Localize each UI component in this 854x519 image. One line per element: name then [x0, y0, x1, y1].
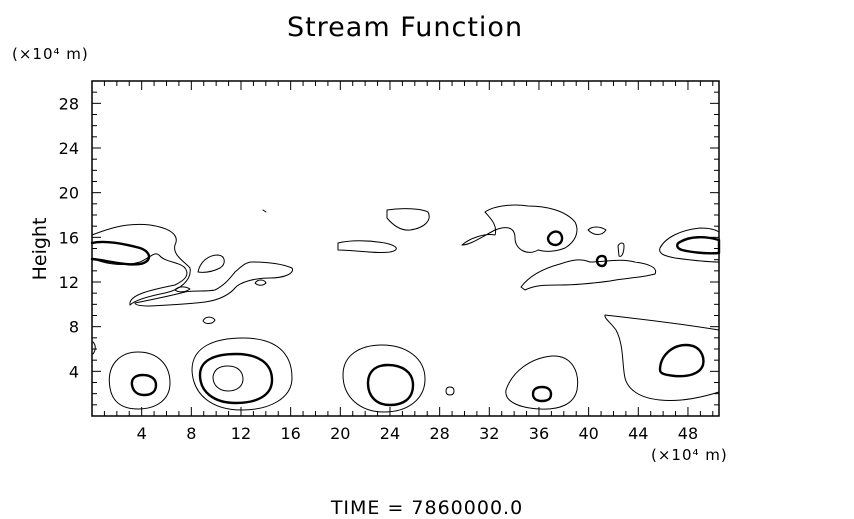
x-tick-label: 4 — [137, 424, 147, 443]
contour-line — [254, 279, 267, 286]
x-tick-label: 8 — [186, 424, 196, 443]
contour-line — [531, 385, 553, 403]
contour-line — [505, 355, 579, 410]
contour-line — [198, 352, 274, 405]
contour-line — [92, 341, 96, 355]
contour-line — [174, 286, 191, 293]
y-ticks: 4 8 12 16 20 24 28 — [59, 91, 719, 406]
contour-line — [342, 344, 426, 413]
x-tick-label: 28 — [429, 424, 449, 443]
contour-line — [595, 254, 608, 268]
x-tick-label: 44 — [628, 424, 648, 443]
contour-line — [604, 314, 720, 401]
time-label: TIME = 7860000.0 — [330, 497, 524, 519]
contour-line — [658, 343, 705, 378]
contour-line — [676, 236, 721, 255]
contour-line — [337, 240, 397, 254]
contour-line — [461, 204, 578, 253]
contour-line — [134, 261, 294, 307]
y-tick-label: 24 — [59, 139, 79, 158]
x-tick-label: 12 — [231, 424, 251, 443]
y-unit-label: (×10⁴ m) — [12, 45, 89, 63]
x-tick-label: 16 — [280, 424, 300, 443]
x-ticks: 4 8 12 16 20 24 28 32 36 40 44 48 — [103, 81, 714, 443]
plot-frame — [91, 80, 720, 417]
y-tick-label: 4 — [69, 362, 79, 381]
contour-line — [366, 363, 415, 407]
y-tick-label: 12 — [59, 273, 79, 292]
contour-lines — [90, 204, 721, 413]
chart-title: Stream Function — [286, 12, 524, 43]
x-unit-label: (×10⁴ m) — [651, 446, 728, 464]
y-tick-label: 8 — [69, 318, 79, 337]
contour-line — [130, 373, 158, 397]
contour-line — [202, 316, 216, 324]
x-tick-label: 40 — [578, 424, 598, 443]
contour-line — [91, 223, 191, 306]
contour-line — [212, 365, 244, 392]
contour-line — [197, 254, 225, 273]
y-tick-label: 28 — [59, 94, 79, 113]
contour-line — [108, 351, 171, 410]
contour-line — [546, 230, 564, 247]
contour-line — [445, 386, 455, 396]
contour-line — [386, 208, 430, 231]
y-tick-label: 20 — [59, 184, 79, 203]
contour-line — [520, 259, 657, 291]
contour-line — [659, 227, 720, 263]
x-tick-label: 24 — [380, 424, 400, 443]
y-tick-label: 16 — [59, 228, 79, 247]
contour-line — [90, 240, 151, 266]
x-tick-label: 36 — [529, 424, 549, 443]
contour-line — [191, 337, 293, 411]
x-tick-label: 48 — [678, 424, 698, 443]
x-tick-label: 20 — [330, 424, 350, 443]
contour-line — [617, 242, 625, 257]
x-tick-label: 32 — [479, 424, 499, 443]
contour-line — [587, 226, 607, 235]
contour-line — [262, 209, 267, 213]
